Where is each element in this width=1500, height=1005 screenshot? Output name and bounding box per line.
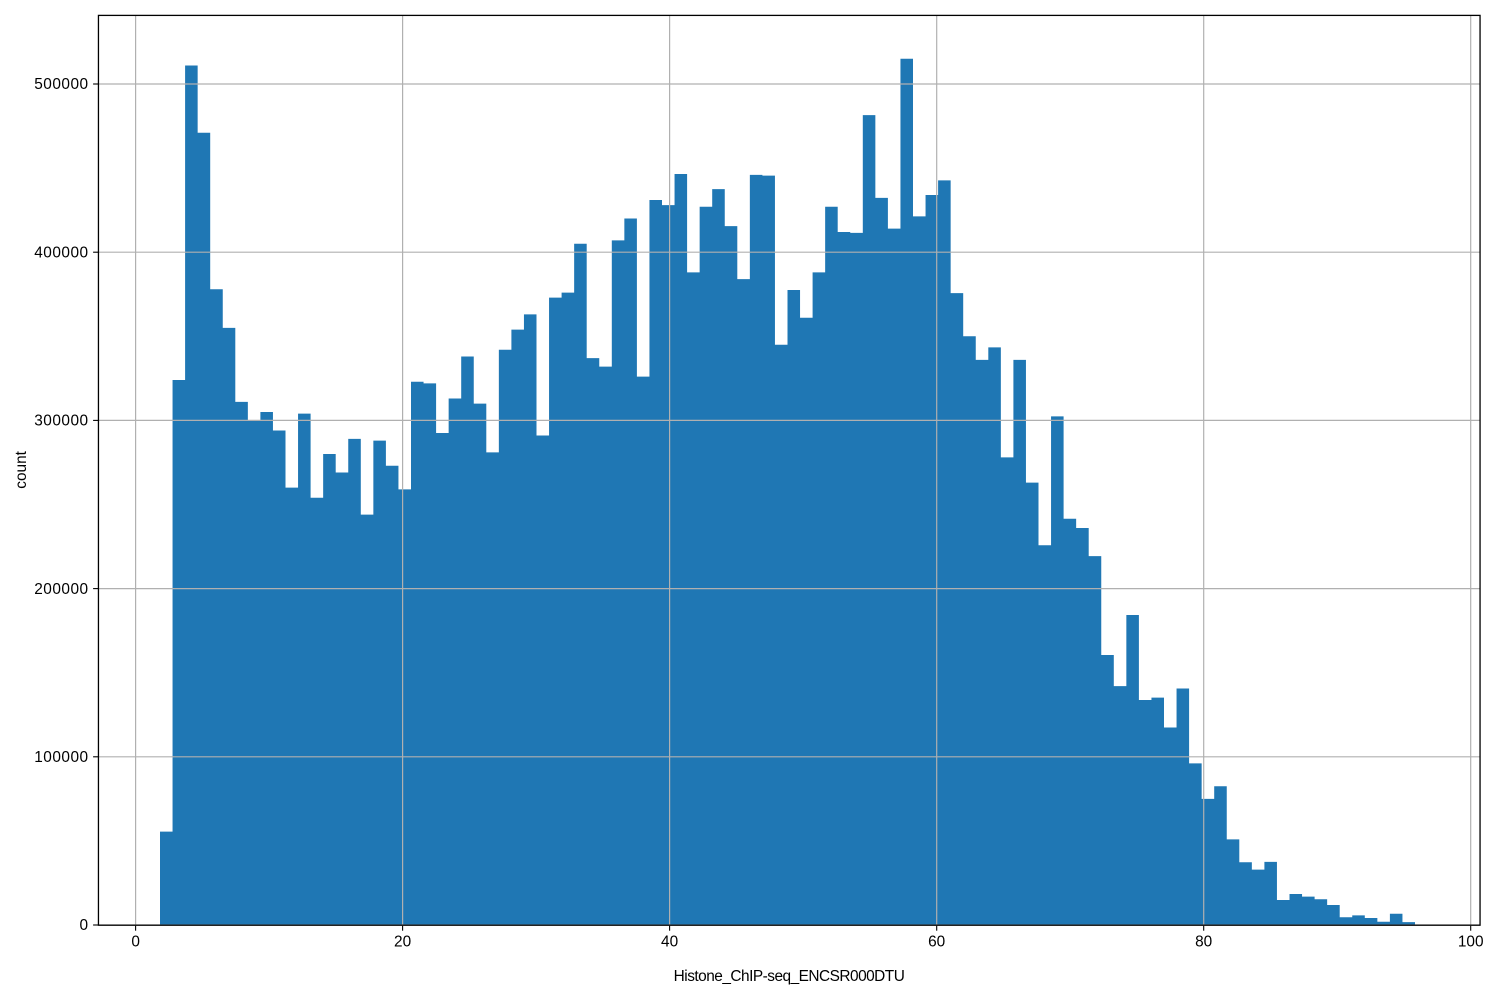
svg-text:100000: 100000: [34, 749, 88, 766]
svg-text:60: 60: [928, 934, 945, 951]
svg-text:400000: 400000: [34, 244, 88, 261]
svg-text:500000: 500000: [34, 76, 88, 93]
svg-text:20: 20: [394, 934, 411, 951]
svg-text:100: 100: [1458, 934, 1484, 951]
svg-text:300000: 300000: [34, 413, 88, 430]
svg-text:count: count: [13, 450, 30, 488]
svg-text:40: 40: [661, 934, 678, 951]
svg-text:Histone_ChIP-seq_ENCSR000DTU: Histone_ChIP-seq_ENCSR000DTU: [674, 968, 905, 985]
svg-text:80: 80: [1195, 934, 1212, 951]
svg-text:0: 0: [131, 934, 140, 951]
svg-text:0: 0: [80, 917, 89, 934]
svg-text:200000: 200000: [34, 581, 88, 598]
